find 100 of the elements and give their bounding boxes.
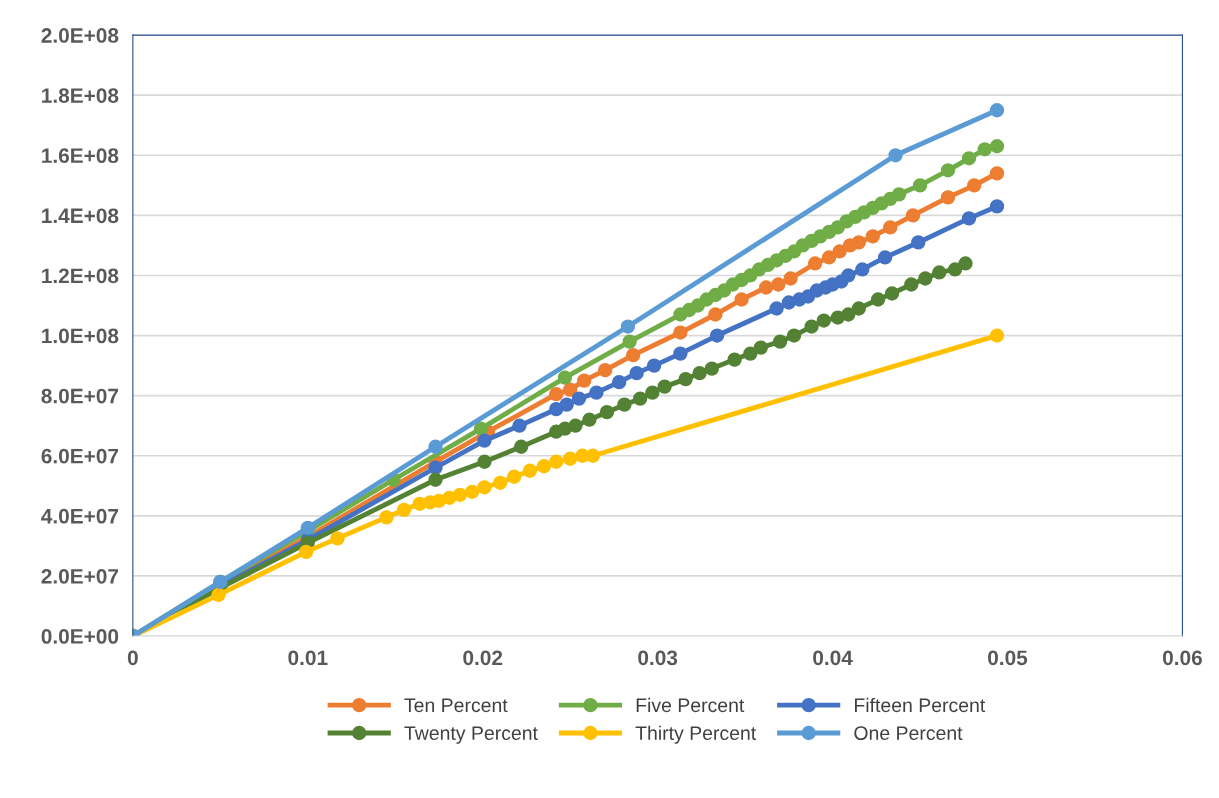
point: [947, 262, 963, 277]
point: [692, 365, 707, 381]
point: [832, 244, 847, 259]
x-tick-label: 0.04: [813, 650, 853, 666]
point: [709, 328, 725, 343]
point: [549, 402, 564, 417]
point: [477, 454, 492, 469]
point: [473, 421, 489, 436]
point: [851, 235, 866, 250]
point: [428, 460, 443, 475]
point: [599, 405, 615, 420]
point: [465, 484, 480, 499]
point: [704, 361, 720, 376]
y-tick-label: 2.0E+08: [41, 28, 119, 43]
point: [617, 397, 632, 412]
point: [841, 307, 856, 322]
legend-label: Five Percent: [636, 697, 745, 713]
x-tick-label: 0: [127, 650, 138, 666]
point: [989, 139, 1005, 154]
legend-label: Ten Percent: [404, 698, 508, 713]
point: [645, 385, 660, 400]
legend-label: One Percent: [854, 726, 963, 740]
point: [549, 386, 564, 402]
y-tick-label: 2.0E+07: [41, 568, 119, 584]
point: [851, 301, 866, 316]
point: [678, 371, 693, 387]
x-tick-label: 0.02: [463, 650, 503, 666]
point: [743, 346, 758, 361]
x-tick-label: 0.06: [1162, 650, 1202, 666]
point: [598, 362, 613, 378]
point: [888, 148, 903, 163]
point: [557, 370, 573, 385]
y-tick-label: 1.2E+08: [42, 268, 119, 284]
point: [940, 163, 956, 178]
y-tick-label: 6.0E+07: [41, 448, 119, 464]
point: [428, 472, 443, 487]
point: [958, 256, 973, 271]
point: [452, 487, 468, 502]
point: [536, 459, 552, 474]
x-tick-label: 0.01: [288, 650, 328, 666]
point: [330, 531, 345, 546]
point: [549, 454, 564, 469]
point: [769, 301, 784, 316]
y-tick-label: 8.0E+07: [41, 388, 119, 404]
point: [428, 439, 443, 454]
point: [753, 340, 769, 355]
point: [673, 325, 688, 340]
point: [821, 250, 837, 265]
y-tick-label: 4.0E+07: [41, 508, 119, 524]
point: [708, 307, 723, 322]
point: [771, 277, 786, 292]
legend-label: Twenty Percent: [404, 726, 538, 744]
point: [620, 319, 636, 334]
point: [493, 475, 508, 490]
point: [865, 229, 880, 244]
point: [582, 412, 597, 427]
point: [940, 190, 956, 205]
x-tick-label: 0.03: [638, 650, 678, 666]
point: [512, 418, 527, 433]
point: [622, 334, 637, 349]
point: [563, 382, 578, 397]
x-tick-label: 0.05: [988, 650, 1028, 666]
point: [855, 262, 870, 277]
point: [568, 418, 583, 433]
point: [626, 347, 641, 363]
y-tick-label: 0.0E+00: [41, 629, 119, 644]
point: [727, 352, 742, 367]
point: [989, 199, 1005, 214]
point: [734, 292, 749, 307]
point: [877, 250, 893, 265]
y-tick-label: 1.6E+08: [42, 148, 119, 164]
point: [589, 385, 604, 400]
point: [633, 391, 648, 406]
point: [961, 151, 977, 166]
point: [870, 292, 886, 307]
legend-label: Fifteen Percent: [855, 697, 986, 713]
point: [571, 391, 587, 406]
point: [977, 142, 992, 157]
point: [211, 587, 226, 602]
point: [514, 439, 529, 454]
y-tick-label: 1.8E+08: [42, 88, 119, 103]
point: [507, 469, 522, 484]
point: [396, 502, 412, 517]
point: [883, 220, 898, 235]
point: [673, 346, 688, 361]
point: [967, 178, 982, 193]
point: [629, 365, 644, 381]
y-tick-label: 1.4E+08: [42, 208, 119, 224]
point: [612, 374, 627, 390]
point: [477, 433, 492, 448]
point: [477, 480, 492, 495]
point: [786, 328, 802, 343]
point: [961, 211, 977, 226]
point: [918, 271, 933, 286]
point: [559, 397, 574, 412]
point: [657, 379, 672, 394]
point: [905, 208, 921, 223]
point: [758, 280, 774, 295]
point: [989, 166, 1005, 181]
point: [891, 187, 907, 202]
